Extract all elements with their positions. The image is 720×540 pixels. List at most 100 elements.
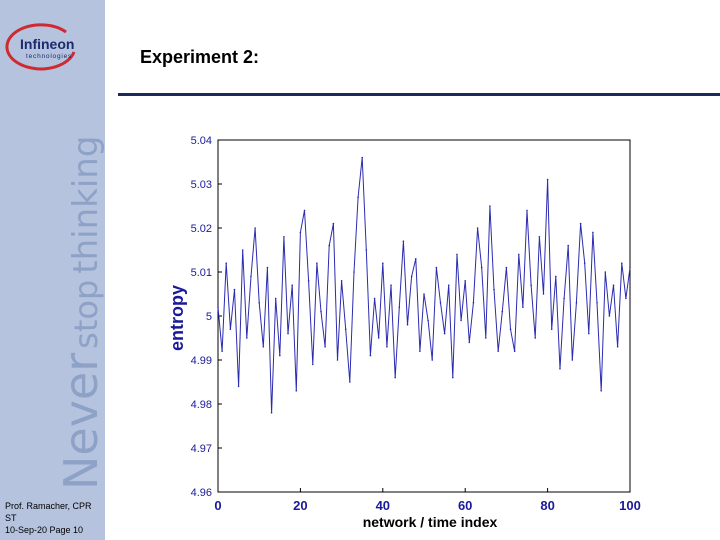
x-tick-label: 80: [540, 498, 554, 513]
data-point: [571, 359, 574, 361]
data-point: [625, 297, 627, 300]
data-point: [604, 271, 607, 273]
data-point: [563, 297, 565, 300]
data-point: [464, 280, 467, 282]
data-point: [575, 302, 578, 304]
y-tick-label: 4.96: [191, 487, 212, 499]
data-point: [246, 337, 248, 339]
data-point: [365, 249, 368, 251]
data-point: [501, 310, 504, 313]
data-point: [588, 332, 590, 335]
data-point: [559, 368, 561, 370]
data-point: [303, 209, 306, 212]
data-point: [629, 266, 631, 269]
data-point: [274, 297, 277, 300]
data-point: [217, 306, 219, 309]
data-point: [402, 240, 405, 242]
data-point: [340, 280, 343, 282]
y-tick-label: 5: [206, 311, 212, 323]
data-point: [555, 275, 557, 278]
slide-title: Experiment 2:: [140, 47, 260, 67]
data-point: [328, 244, 331, 247]
series-line: [217, 157, 631, 413]
data-point: [353, 271, 355, 273]
y-tick-label: 5.02: [191, 223, 212, 235]
data-point: [522, 306, 524, 309]
data-point: [250, 275, 252, 278]
data-point: [295, 390, 298, 392]
x-tick-label: 60: [458, 498, 472, 513]
data-point: [291, 284, 293, 287]
data-point: [439, 302, 442, 304]
data-point: [472, 302, 475, 304]
data-point: [324, 346, 326, 348]
footer: Prof. Ramacher, CPR ST 10-Sep-20 Page 10: [5, 500, 105, 536]
footer-date-page: 10-Sep-20 Page 10: [5, 525, 84, 535]
data-point: [398, 306, 401, 309]
infineon-logo: Infineon technologies: [5, 23, 76, 71]
data-point: [361, 156, 364, 159]
data-point: [283, 236, 285, 238]
data-point: [386, 346, 388, 348]
data-point: [344, 328, 347, 331]
sidebar: Neverstopthinking Infineon technologies …: [0, 0, 105, 540]
data-point: [596, 302, 598, 304]
data-point: [279, 354, 281, 357]
footer-author: Prof. Ramacher, CPR ST: [5, 501, 92, 523]
logo-subtitle: technologies: [26, 53, 72, 60]
data-point: [546, 178, 549, 181]
data-point: [579, 222, 582, 225]
data-point: [390, 284, 392, 287]
y-tick-label: 5.01: [191, 267, 212, 279]
data-point: [241, 249, 244, 251]
title-rule: [118, 93, 720, 96]
data-point: [476, 227, 479, 229]
data-point: [550, 328, 553, 331]
x-tick-label: 0: [214, 498, 221, 513]
data-point: [468, 341, 471, 344]
data-point: [452, 376, 454, 379]
data-point: [526, 209, 528, 212]
data-point: [530, 284, 532, 287]
data-point: [443, 332, 446, 335]
data-point: [480, 266, 483, 269]
x-tick-label: 100: [619, 498, 641, 513]
data-point: [427, 319, 429, 322]
y-tick-label: 5.04: [191, 135, 212, 147]
data-point: [612, 284, 615, 287]
data-point: [299, 231, 302, 234]
data-point: [410, 275, 413, 278]
y-tick-label: 4.97: [191, 443, 212, 455]
data-point: [620, 262, 623, 265]
data-point: [567, 244, 569, 247]
data-point: [258, 302, 261, 304]
data-point: [229, 328, 232, 331]
data-point: [460, 319, 462, 322]
data-point: [357, 196, 359, 198]
data-point: [320, 310, 322, 313]
data-point: [377, 337, 380, 339]
data-point: [414, 258, 417, 260]
data-point: [583, 262, 586, 265]
data-point: [307, 280, 310, 282]
data-point: [266, 266, 269, 269]
y-axis-label: entropy: [167, 285, 187, 351]
y-tick-label: 5.03: [191, 179, 212, 191]
data-point: [349, 381, 351, 383]
data-point: [517, 253, 520, 256]
data-point: [287, 332, 289, 335]
data-point: [542, 293, 545, 295]
data-point: [262, 346, 265, 348]
data-point: [431, 359, 434, 361]
data-point: [616, 346, 619, 348]
data-point: [600, 390, 602, 392]
data-point: [316, 262, 318, 265]
y-tick-label: 4.99: [191, 355, 212, 367]
y-tick-label: 4.98: [191, 399, 212, 411]
x-axis: 0 20 40 60 80 100: [214, 488, 641, 513]
data-point: [513, 350, 516, 353]
data-point: [608, 315, 611, 317]
data-point: [505, 266, 508, 269]
plot-frame: [217, 139, 631, 493]
